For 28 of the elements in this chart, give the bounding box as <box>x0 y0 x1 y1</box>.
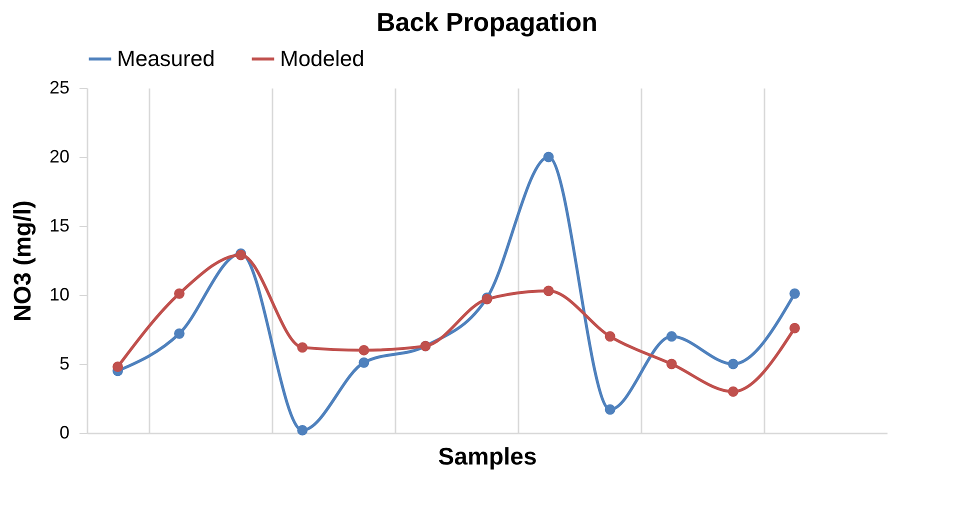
point <box>604 404 616 415</box>
y-tick-label: 5 <box>59 354 70 374</box>
point <box>543 286 554 296</box>
point <box>358 357 370 368</box>
point <box>666 331 677 342</box>
chart-title: Back Propagation <box>376 7 598 37</box>
point <box>728 358 738 370</box>
point <box>789 288 800 299</box>
legend-label: Modeled <box>280 46 364 71</box>
point <box>297 425 308 436</box>
point <box>297 342 308 353</box>
y-tick-label: 15 <box>49 216 70 236</box>
y-tick-label: 20 <box>49 146 70 166</box>
point <box>174 328 185 339</box>
legend-label: Measured <box>117 46 215 71</box>
point <box>112 362 124 372</box>
y-tick-label: 10 <box>49 284 70 304</box>
point <box>543 152 554 162</box>
point <box>728 386 738 397</box>
point <box>358 344 370 356</box>
point <box>666 358 677 370</box>
point <box>789 322 800 334</box>
point <box>604 331 616 342</box>
point <box>174 288 185 299</box>
x-axis-title: Samples <box>438 444 537 470</box>
y-tick-label: 0 <box>59 422 70 442</box>
y-tick-label: 25 <box>49 78 70 98</box>
y-axis-title: NO3 (mg/l) <box>9 200 36 322</box>
